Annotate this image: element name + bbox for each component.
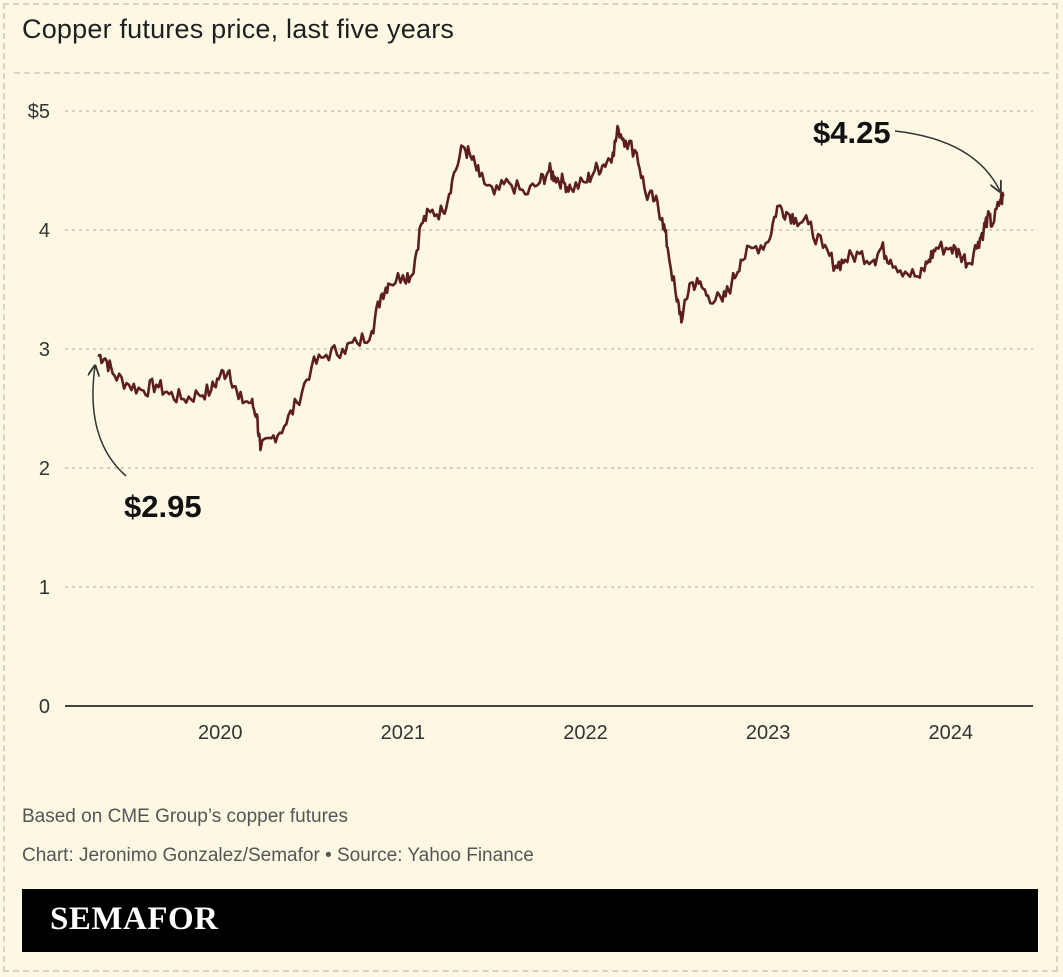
series-line — [97, 124, 1005, 452]
y-tick-label: $5 — [28, 101, 50, 123]
x-tick-label: 2021 — [381, 722, 426, 744]
y-tick-label: 3 — [39, 339, 50, 361]
brand-bar: SEMAFOR — [22, 889, 1038, 952]
y-tick-label: 0 — [39, 696, 50, 718]
x-tick-label: 2020 — [198, 722, 243, 744]
x-tick-label: 2023 — [746, 722, 791, 744]
end-price-label: $4.25 — [813, 115, 891, 150]
annotations: $2.95 $4.25 — [93, 115, 1000, 524]
start-callout-arrow — [93, 367, 127, 477]
chart-frame — [3, 3, 1058, 972]
x-tick-label: 2024 — [929, 722, 974, 744]
chart-note: Based on CME Group’s copper futures — [22, 806, 348, 827]
grid-lines — [65, 110, 1033, 588]
start-price-label: $2.95 — [124, 489, 202, 524]
semafor-logo: SEMAFOR — [50, 901, 219, 937]
chart-credit: Chart: Jeronimo Gonzalez/Semafor • Sourc… — [22, 845, 534, 866]
y-tick-label: 2 — [39, 458, 50, 480]
y-tick-label: 4 — [39, 220, 50, 242]
title-divider — [14, 72, 1049, 74]
chart-title: Copper futures price, last five years — [22, 14, 455, 44]
axis: 0 1 2 3 4 $5 2020 2021 2022 2023 2024 — [28, 101, 1033, 744]
x-tick-label: 2022 — [563, 722, 608, 744]
y-tick-label: 1 — [39, 577, 50, 599]
end-callout-arrow — [894, 130, 1000, 191]
series — [97, 124, 1005, 452]
